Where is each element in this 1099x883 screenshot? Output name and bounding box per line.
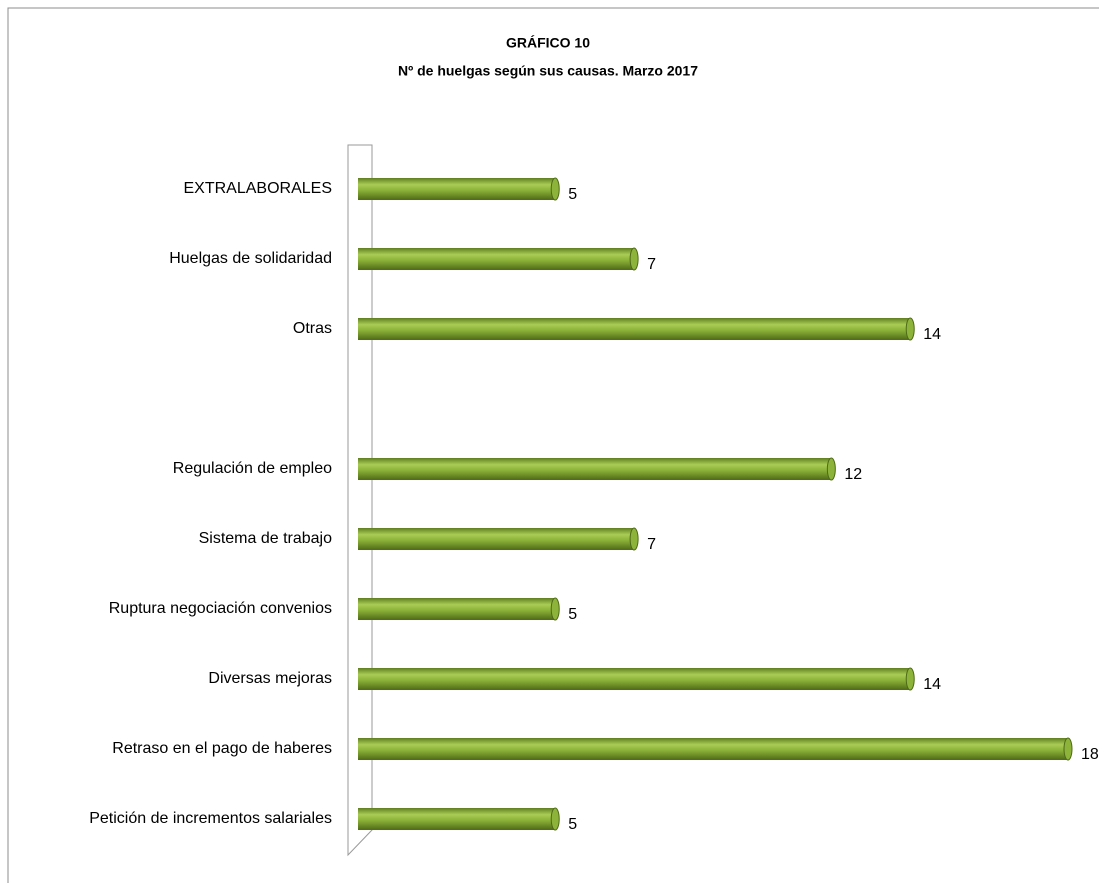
bar-cap (905, 317, 915, 341)
value-label: 5 (568, 816, 577, 833)
y-tick-label: Huelgas de solidaridad (169, 250, 332, 267)
y-tick-label: Retraso en el pago de haberes (112, 740, 332, 757)
bar (358, 668, 911, 690)
value-label: 5 (568, 606, 577, 623)
chart-frame (7, 7, 1099, 883)
y-tick-label: Regulación de empleo (173, 460, 332, 477)
y-tick-label: Petición de incrementos salariales (89, 810, 332, 827)
y-tick-label: Ruptura negociación convenios (109, 600, 332, 617)
bar (358, 178, 556, 200)
bar-cap (629, 527, 639, 551)
bar (358, 248, 635, 270)
value-label: 14 (923, 676, 941, 693)
bar (358, 808, 556, 830)
y-tick-label: EXTRALABORALES (184, 180, 333, 197)
bar (358, 318, 911, 340)
bar-cap (1063, 737, 1073, 761)
chart-title: GRÁFICO 10 (506, 35, 590, 51)
chart-subtitle: Nº de huelgas según sus causas. Marzo 20… (398, 63, 698, 79)
value-label: 5 (568, 186, 577, 203)
value-label: 7 (647, 536, 656, 553)
bar-cap (550, 807, 560, 831)
bar-cap (550, 597, 560, 621)
y-tick-label: Otras (293, 320, 332, 337)
bar (358, 738, 1068, 760)
y-tick-label: Diversas mejoras (208, 670, 332, 687)
bar-cap (826, 457, 836, 481)
bar (358, 458, 832, 480)
y-tick-label: Sistema de trabajo (199, 530, 333, 547)
bar-cap (550, 177, 560, 201)
bar-cap (905, 667, 915, 691)
value-label: 14 (923, 326, 941, 343)
bar (358, 598, 556, 620)
bar (358, 528, 635, 550)
value-label: 18 (1081, 746, 1099, 763)
value-label: 7 (647, 256, 656, 273)
bar-cap (629, 247, 639, 271)
value-label: 12 (844, 466, 862, 483)
